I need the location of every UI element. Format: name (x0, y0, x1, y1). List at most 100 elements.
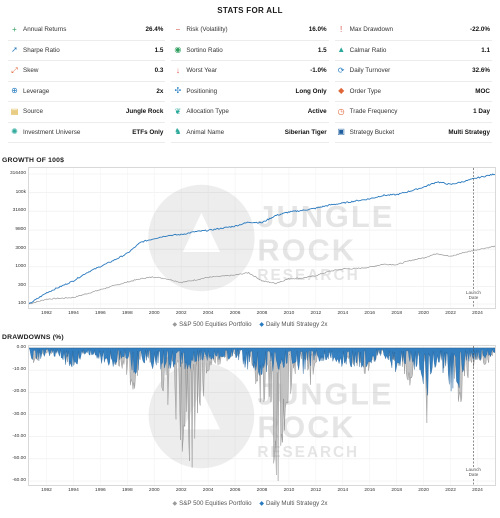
watermark-text: ROCK (257, 232, 356, 267)
stat-skew: ⤢ Skew 0.3 (8, 61, 166, 82)
stat-value: Active (307, 108, 327, 116)
drawdown-chart: JUNGLE ROCK RESEARCH (28, 345, 496, 486)
stat-max-drawdown: ! Max Drawdown -22.0% (334, 20, 492, 41)
y-tick-label: -40.00 (12, 433, 26, 439)
x-tick-label: 2010 (283, 488, 295, 493)
stat-label: Sharpe Ratio (23, 46, 60, 54)
y-tick-label: 31600 (12, 208, 26, 214)
y-tick-label: -20.00 (12, 389, 26, 395)
launch-date-label: Launch Date (461, 467, 486, 478)
x-tick-label: 2000 (148, 311, 160, 316)
stat-label: Worst Year (186, 67, 218, 75)
leverage-icon: ⊕ (11, 86, 18, 96)
plus-icon: + (12, 24, 17, 34)
y-tick-label: 316400 (9, 171, 26, 176)
y-tick-label: 1000 (15, 263, 26, 269)
stat-value: 1.5 (154, 46, 164, 54)
tiger-icon: ♞ (174, 127, 182, 137)
legend-strategy[interactable]: ◆ Daily Multi Strategy 2x (259, 321, 327, 328)
stat-sortino-ratio: ◉ Sortino Ratio 1.5 (171, 41, 329, 61)
x-tick-label: 2002 (175, 488, 187, 493)
stat-value: ETFs Only (132, 128, 164, 136)
universe-icon: ✺ (11, 127, 18, 137)
x-tick-label: 2002 (175, 311, 187, 316)
strategy-drawdown-area (29, 347, 495, 396)
stat-label: Trade Frequency (349, 108, 398, 116)
x-tick-label: 2022 (445, 311, 456, 316)
x-tick-label: 2014 (337, 311, 349, 316)
y-tick-label: 9800 (15, 227, 26, 233)
legend-strategy[interactable]: ◆ Daily Multi Strategy 2x (259, 500, 327, 507)
stat-value: -22.0% (470, 26, 490, 34)
growth-chart: JUNGLE ROCK RESEARCH (28, 167, 496, 309)
legend-benchmark[interactable]: ◆ S&P 500 Equities Portfolio (172, 321, 251, 328)
stat-value: 26.4% (145, 26, 164, 34)
stat-value: 1.5 (317, 46, 327, 54)
x-tick-label: 2016 (364, 488, 376, 493)
stat-label: Animal Name (186, 128, 225, 136)
x-tick-label: 2012 (310, 311, 322, 316)
stat-value: Multi Strategy (448, 128, 490, 136)
legend-benchmark[interactable]: ◆ S&P 500 Equities Portfolio (172, 500, 251, 507)
launch-date-label: Launch Date (461, 290, 486, 301)
x-tick-label: 1998 (121, 311, 133, 316)
mountain-icon: ▲ (337, 45, 346, 55)
x-tick-label: 1992 (41, 488, 52, 493)
legend-strategy-marker: ◆ (259, 501, 264, 507)
refresh-icon: ⟳ (337, 65, 345, 75)
y-tick-label: 100k (15, 189, 26, 195)
stat-label: Sortino Ratio (186, 46, 223, 54)
stat-label: Skew (23, 67, 39, 75)
stat-calmar-ratio: ▲ Calmar Ratio 1.1 (334, 41, 492, 61)
tag-icon: ◆ (338, 86, 345, 96)
compass-icon: ✣ (174, 86, 182, 96)
stat-worst-year: ↓ Worst Year -1.0% (171, 61, 329, 82)
y-tick-label: 100 (17, 301, 26, 306)
source-icon: ▤ (10, 106, 19, 116)
x-tick-label: 2006 (229, 311, 241, 316)
legend-strategy-marker: ◆ (259, 322, 264, 328)
watermark-text: ROCK (257, 411, 355, 445)
stat-positioning: ✣ Positioning Long Only (171, 82, 329, 102)
stat-value: Jungle Rock (125, 108, 164, 116)
watermark-logo (148, 362, 255, 469)
stat-label: Daily Turnover (349, 67, 391, 75)
y-tick-label: 3000 (15, 246, 26, 252)
stat-investment-universe: ✺ Investment Universe ETFs Only (8, 123, 166, 143)
benchmark-growth-line (29, 245, 495, 305)
stat-label: Risk (Volatility) (186, 26, 228, 34)
stat-annual-returns: + Annual Returns 26.4% (8, 20, 166, 41)
watermark-text: JUNGLE (257, 377, 393, 411)
drawdown-legend: ◆ S&P 500 Equities Portfolio ◆ Daily Mul… (0, 500, 500, 507)
x-tick-label: 1994 (68, 488, 79, 493)
x-tick-label: 2014 (337, 488, 349, 493)
stat-value: Siberian Tiger (284, 128, 327, 136)
stat-sharpe-ratio: ➚ Sharpe Ratio 1.5 (8, 41, 166, 61)
x-tick-label: 2022 (445, 488, 456, 493)
stat-label: Strategy Bucket (349, 128, 395, 136)
bucket-icon: ▣ (337, 127, 345, 137)
stat-leverage: ⊕ Leverage 2x (8, 82, 166, 102)
stat-animal-name: ♞ Animal Name Siberian Tiger (171, 123, 329, 143)
stat-risk-volatility: − Risk (Volatility) 16.0% (171, 20, 329, 41)
stat-label: Positioning (186, 87, 218, 95)
stats-grid: + Annual Returns 26.4% − Risk (Volatility) 16… (8, 20, 492, 143)
watermark-text: RESEARCH (257, 267, 359, 284)
skew-icon: ⤢ (11, 65, 18, 75)
stat-value: 1.1 (481, 46, 490, 54)
minus-icon: − (175, 24, 181, 34)
stat-value: 0.3 (154, 67, 164, 75)
stat-label: Source (23, 108, 43, 116)
stat-value: 16.0% (308, 26, 327, 34)
x-tick-label: 2008 (256, 311, 268, 316)
exclamation-icon: ! (340, 24, 343, 34)
stat-value: 2x (156, 87, 164, 95)
x-tick-label: 1994 (68, 311, 79, 316)
x-tick-label: 1996 (95, 488, 106, 493)
x-tick-label: 1992 (41, 311, 52, 316)
drawdown-chart-title: DRAWDOWNS (%) (2, 334, 64, 341)
stat-source: ▤ Source Jungle Rock (8, 102, 166, 123)
stats-title: STATS FOR ALL (217, 6, 283, 15)
